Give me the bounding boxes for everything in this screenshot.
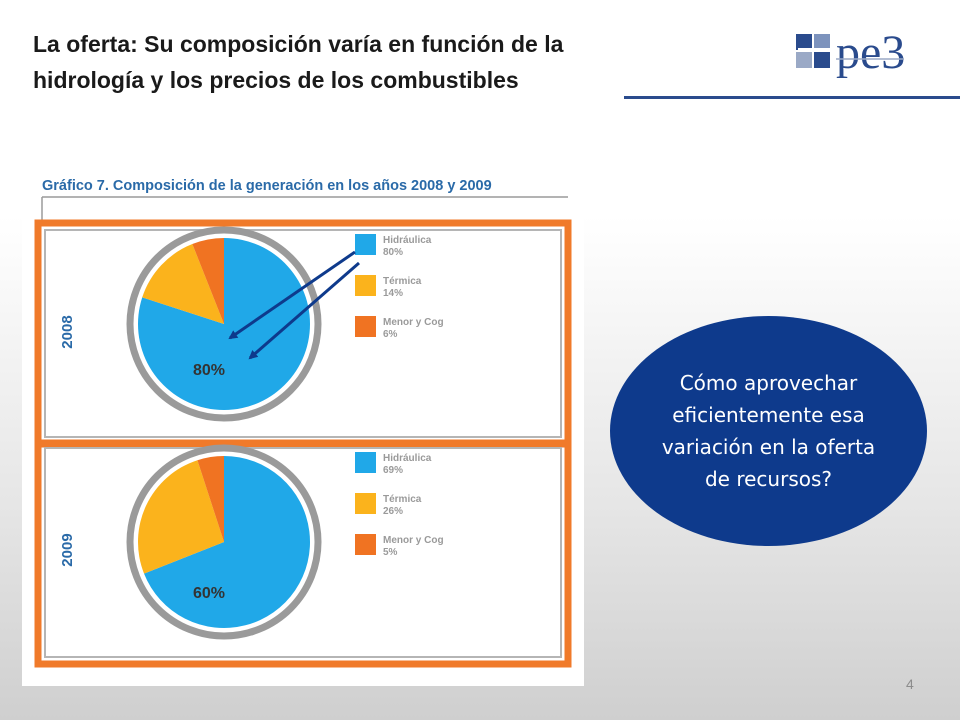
pie-outer-ring	[126, 444, 322, 640]
panel-2008-inner-border	[44, 229, 562, 438]
legend-value: 69%	[383, 465, 403, 476]
panel-2009-inner-border	[44, 447, 562, 658]
legend-label: Térmica	[383, 494, 422, 505]
pie-2009	[126, 444, 322, 640]
legend-label: Hidráulica	[383, 453, 432, 464]
legend-swatch	[355, 316, 376, 337]
pointer-arrow-2	[248, 261, 360, 360]
annotation-2008: 80%	[193, 362, 225, 379]
logo-text: pe3	[836, 26, 905, 79]
annotation-2009: 60%	[193, 585, 225, 602]
pie-slice-menor-cog	[197, 456, 224, 542]
pie-chart-figure: Gráfico 7. Composición de la generación …	[34, 178, 572, 668]
question-callout: Cómo aprovechar eficientemente esa varia…	[610, 316, 927, 546]
legend-value: 80%	[383, 247, 403, 258]
logo-square	[796, 34, 812, 50]
panel-2009-border	[34, 439, 572, 668]
pie-slice-menor-cog	[192, 238, 224, 324]
pie-slice-hidraulica	[137, 238, 310, 410]
pie-slice-hidraulica	[144, 456, 311, 628]
pie-slice-termica	[138, 460, 224, 574]
chart-panel: Gráfico 7. Composición de la generación …	[22, 166, 584, 686]
year-label-2008: 2008	[59, 315, 76, 348]
pie-outer-ring	[126, 226, 322, 422]
slide-title: La oferta: Su composición varía en funci…	[33, 26, 673, 98]
chart-title: Gráfico 7. Composición de la generación …	[42, 178, 492, 194]
logo-square	[814, 34, 830, 50]
legend-swatch	[355, 234, 376, 255]
legend-label: Menor y Cog	[383, 317, 444, 328]
callout-text: Cómo aprovechar eficientemente esa varia…	[661, 371, 876, 491]
pointer-arrow-1	[228, 250, 356, 340]
pie-2008	[126, 226, 322, 422]
legend-swatch	[355, 493, 376, 514]
legend-swatch	[355, 452, 376, 473]
logo-square	[796, 52, 812, 68]
legend-value: 14%	[383, 288, 403, 299]
legend-value: 6%	[383, 329, 398, 340]
legend-label: Menor y Cog	[383, 535, 444, 546]
legend-label: Hidráulica	[383, 235, 432, 246]
title-underline	[624, 96, 960, 99]
legend-swatch	[355, 275, 376, 296]
year-label-2009: 2009	[59, 533, 76, 566]
legend-value: 26%	[383, 506, 403, 517]
legend-swatch	[355, 534, 376, 555]
logo-bar	[798, 48, 832, 51]
pie-slice-termica	[142, 244, 224, 324]
legend-label: Térmica	[383, 276, 422, 287]
title-line-1: La oferta: Su composición varía en funci…	[33, 31, 564, 57]
logo-square	[814, 52, 830, 68]
pe3-logo: pe3	[796, 26, 905, 79]
legend-value: 5%	[383, 547, 398, 558]
title-line-2: hidrología y los precios de los combusti…	[33, 67, 519, 93]
page-number: 4	[906, 676, 914, 692]
